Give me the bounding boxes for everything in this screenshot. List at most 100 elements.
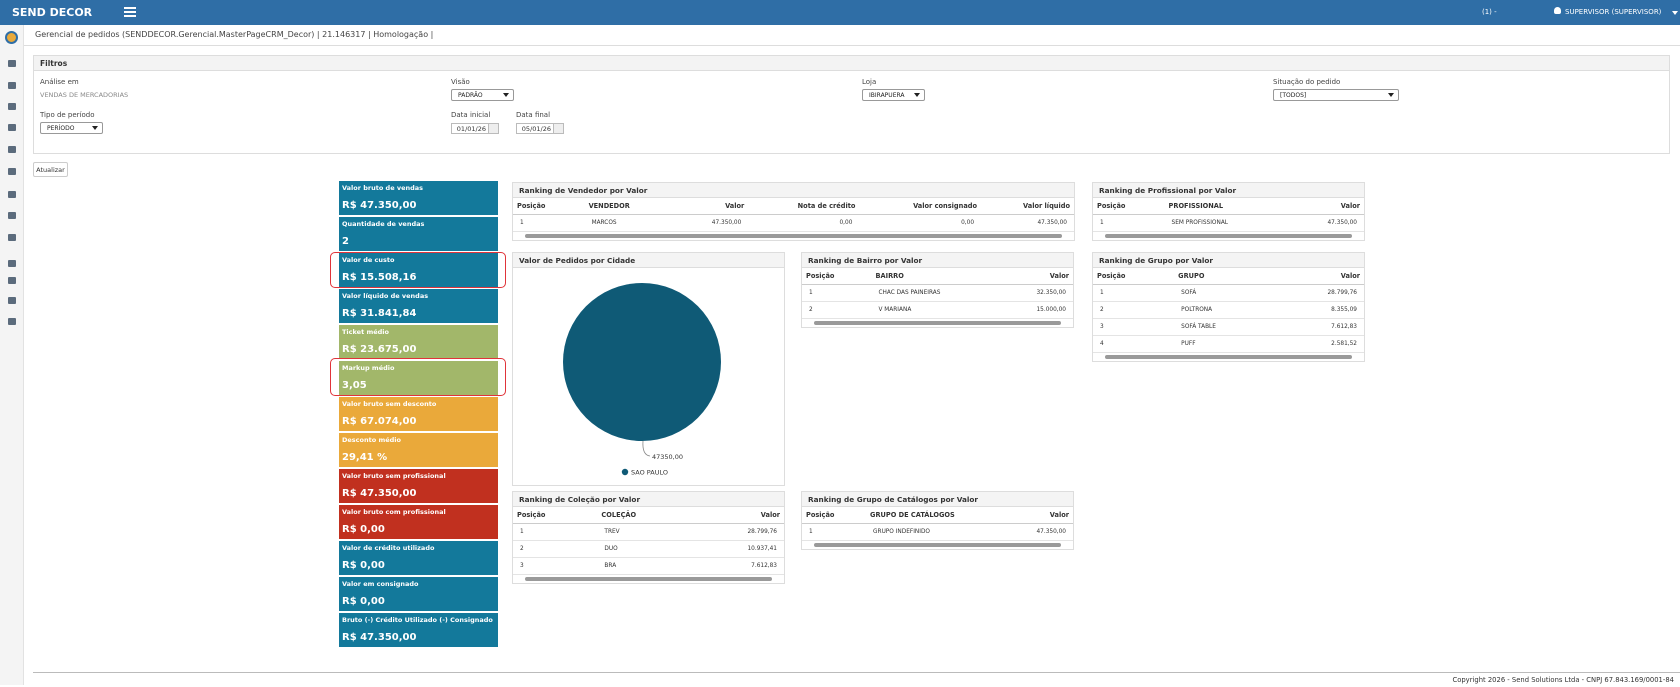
table-cell: CHAC DAS PAINEIRAS xyxy=(861,284,1002,302)
nav-icon[interactable] xyxy=(8,82,16,89)
table-cell: 0,00 xyxy=(859,214,982,232)
ranking-title: Ranking de Grupo por Valor xyxy=(1093,253,1364,268)
kpi-card: Quantidade de vendas 2 xyxy=(339,217,498,252)
filter-select[interactable]: PADRÃO xyxy=(451,89,514,101)
top-bar: SEND DECOR (1) - SUPERVISOR (SUPERVISOR) xyxy=(0,0,1680,25)
ranking-title: Ranking de Bairro por Valor xyxy=(802,253,1073,268)
kpi-card: Valor bruto sem profissional R$ 47.350,00 xyxy=(339,469,498,504)
filter-select[interactable]: IBIRAPUERA xyxy=(862,89,925,101)
scrollbar[interactable] xyxy=(1095,232,1362,240)
column-header: Valor xyxy=(1008,507,1073,524)
table-cell: 4 xyxy=(1093,335,1165,353)
table-cell: 1 xyxy=(802,284,862,302)
table-cell: 32.350,00 xyxy=(1001,284,1073,302)
nav-icon[interactable] xyxy=(8,191,16,198)
table-cell: 2 xyxy=(513,540,588,558)
header-row: Posição PROFISSIONAL Valor xyxy=(1093,198,1364,215)
date-button[interactable] xyxy=(553,124,563,133)
menu-toggle[interactable] xyxy=(124,7,136,9)
nav-icon[interactable] xyxy=(8,124,16,131)
column-header: Nota de crédito xyxy=(748,198,860,215)
column-header: GRUPO xyxy=(1164,268,1279,285)
ranking-table: Posição COLEÇÃO Valor 1 TREV 28.799,76 2 DUO 10.… xyxy=(513,507,784,575)
filter-date[interactable]: 05/01/26 xyxy=(516,123,564,134)
nav-icon[interactable] xyxy=(8,277,16,284)
filter-label: Tipo de período xyxy=(40,111,95,119)
nav-icon[interactable] xyxy=(8,234,16,241)
scrollbar[interactable] xyxy=(515,575,782,583)
filters-title: Filtros xyxy=(34,56,1669,71)
nav-icon[interactable] xyxy=(8,260,16,267)
table-row: 1 SEM PROFISSIONAL 47.350,00 xyxy=(1093,214,1364,232)
date-button[interactable] xyxy=(488,124,498,133)
kpi-card: Valor em consignado R$ 0,00 xyxy=(339,577,498,612)
table-cell: 28.799,76 xyxy=(695,523,784,541)
column-header: Valor xyxy=(674,198,749,215)
column-header: BAIRRO xyxy=(861,268,1002,285)
column-header: Posição xyxy=(513,198,575,215)
column-header: Posição xyxy=(1093,198,1155,215)
column-header: Valor xyxy=(1001,268,1073,285)
data-label: 47350,00 xyxy=(652,453,683,461)
pie-title: Valor de Pedidos por Cidade xyxy=(513,253,784,268)
scroll-thumb[interactable] xyxy=(814,543,1061,547)
kpi-card: Bruto (-) Crédito Utilizado (-) Consigna… xyxy=(339,613,498,648)
legend-label: SAO PAULO xyxy=(631,469,668,477)
kpi-card: Valor líquido de vendas R$ 31.841,84 xyxy=(339,289,498,324)
filter-date[interactable]: 01/01/26 xyxy=(451,123,499,134)
kpi-label: Valor de custo xyxy=(342,256,395,264)
notifications[interactable]: (1) - xyxy=(1482,8,1497,16)
table-cell: 1 xyxy=(1093,284,1165,302)
legend-swatch xyxy=(621,468,629,476)
table-cell: TREV xyxy=(587,523,696,541)
caret xyxy=(1672,11,1678,18)
nav-icon[interactable] xyxy=(8,297,16,304)
kpi-card: Valor bruto sem desconto R$ 67.074,00 xyxy=(339,397,498,432)
pie-slice xyxy=(563,283,721,441)
filters-panel: Filtros Análise em VENDAS DE MERCADORIAS V… xyxy=(33,55,1670,154)
update-button[interactable]: Atualizar xyxy=(33,162,68,177)
table-cell: 10.937,41 xyxy=(695,540,784,558)
scroll-thumb[interactable] xyxy=(525,577,772,581)
column-header: VENDEDOR xyxy=(574,198,675,215)
table-cell: 7.612,83 xyxy=(695,557,784,575)
column-header: Valor xyxy=(1290,198,1364,215)
user-menu[interactable]: SUPERVISOR (SUPERVISOR) xyxy=(1565,8,1662,16)
table-cell: SOFÁ TABLE xyxy=(1164,318,1279,336)
header-row: Posição BAIRRO Valor xyxy=(802,268,1073,285)
kpi-value: R$ 0,00 xyxy=(342,596,385,607)
nav-icon[interactable] xyxy=(8,168,16,175)
filter-label: Análise em xyxy=(40,78,79,86)
highlight xyxy=(330,358,506,396)
scroll-thumb[interactable] xyxy=(525,234,1062,238)
column-header: Valor xyxy=(695,507,784,524)
filter-label: Data final xyxy=(516,111,551,119)
kpi-label: Desconto médio xyxy=(342,436,401,444)
nav-icon[interactable] xyxy=(8,212,16,219)
leader-line xyxy=(642,440,651,457)
nav-icon[interactable] xyxy=(8,146,16,153)
kpi-card: Valor bruto com profissional R$ 0,00 xyxy=(339,505,498,540)
filter-select[interactable]: PERÍODO xyxy=(40,122,103,134)
kpi-label: Valor líquido de vendas xyxy=(342,292,429,300)
kpi-value: R$ 67.074,00 xyxy=(342,416,417,427)
brand[interactable]: SEND DECOR xyxy=(12,6,93,19)
column-header: PROFISSIONAL xyxy=(1154,198,1291,215)
scroll-thumb[interactable] xyxy=(1105,234,1352,238)
scrollbar[interactable] xyxy=(804,319,1071,327)
scroll-thumb[interactable] xyxy=(814,321,1061,325)
scroll-thumb[interactable] xyxy=(1105,355,1352,359)
ranking-panel: Ranking de Profissional por Valor Posição… xyxy=(1092,182,1365,241)
scrollbar[interactable] xyxy=(804,541,1071,549)
header-row: Posição VENDEDOR Valor Nota de crédito Valor… xyxy=(513,198,1074,215)
nav-icon[interactable] xyxy=(8,60,16,67)
footer: Copyright 2026 - Send Solutions Ltda - C… xyxy=(33,672,1680,687)
table-cell: BRA xyxy=(587,557,696,575)
scrollbar[interactable] xyxy=(1095,353,1362,361)
divider xyxy=(24,45,1680,46)
nav-icon[interactable] xyxy=(8,318,16,325)
filter-select[interactable]: [TODOS] xyxy=(1273,89,1399,101)
nav-icon[interactable] xyxy=(8,103,16,110)
table-cell: 1 xyxy=(802,523,857,541)
scrollbar[interactable] xyxy=(515,232,1072,240)
